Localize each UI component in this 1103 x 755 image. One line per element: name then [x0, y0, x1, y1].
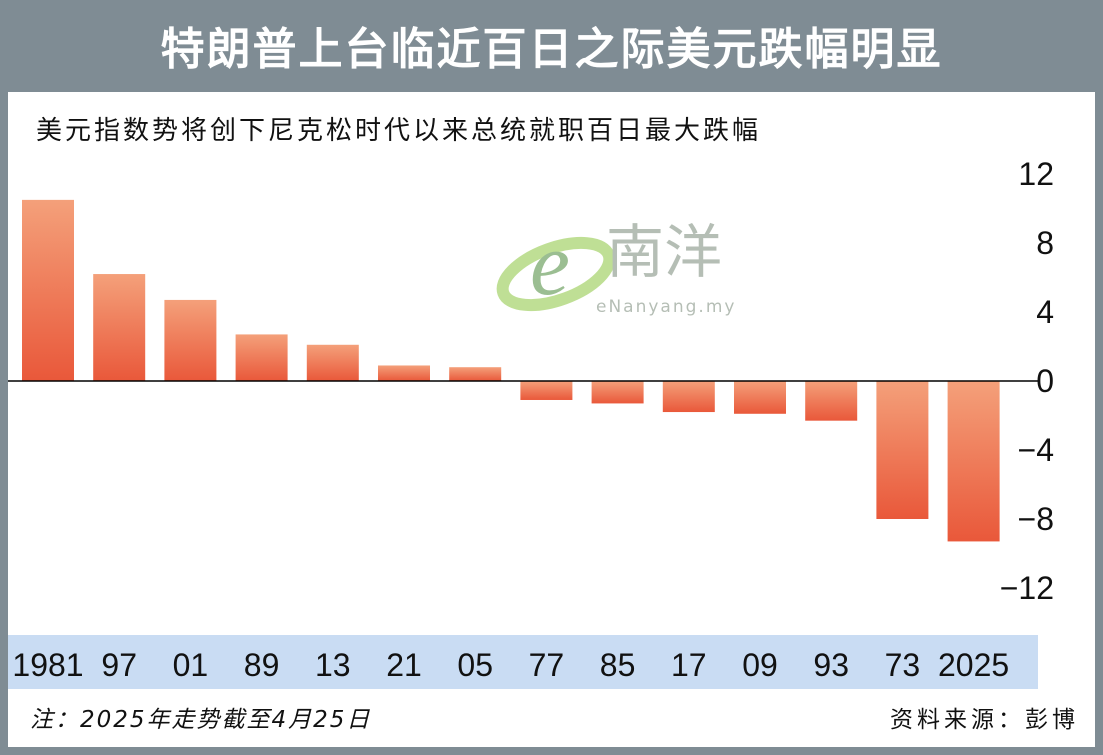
header: 特朗普上台临近百日之际美元跌幅明显: [0, 0, 1103, 90]
y-axis-ticks: 12 8 4 0 −4 −8 −12: [1000, 156, 1054, 606]
x-tick-label: 05: [457, 647, 493, 683]
bar-21: [378, 365, 430, 381]
chart-panel: 美元指数势将创下尼克松时代以来总统就职百日最大跌幅 e 南洋 eNanyang.…: [8, 92, 1095, 747]
x-tick-label: 93: [813, 647, 849, 683]
x-tick-label: 89: [244, 647, 280, 683]
bar-1981: [22, 199, 74, 381]
bar-17: [662, 381, 715, 413]
bar-73: [876, 381, 929, 519]
watermark-url: eNanyang.my: [596, 297, 736, 317]
bar-13: [306, 344, 359, 381]
x-tick-label: 01: [173, 647, 209, 683]
y-tick-label: −12: [1000, 570, 1054, 606]
svg-text:e: e: [530, 215, 570, 314]
x-tick-label: 77: [529, 647, 565, 683]
x-axis-ticks: 1981 97 01 89 13 21 05 77 85 17 09 93 73 2025: [12, 647, 1009, 683]
bar-2025: [947, 381, 1000, 542]
bar-93: [805, 381, 858, 421]
bar-05: [449, 367, 502, 381]
x-tick-label: 21: [386, 647, 422, 683]
bar-85: [591, 381, 644, 404]
x-tick-label: 1981: [12, 647, 83, 683]
watermark-logo: e 南洋 eNanyang.my: [496, 215, 736, 317]
bar-09: [734, 381, 786, 414]
x-tick-label: 97: [101, 647, 137, 683]
page-title: 特朗普上台临近百日之际美元跌幅明显: [160, 24, 943, 75]
y-tick-label: 12: [1018, 156, 1054, 192]
y-tick-label: −4: [1018, 432, 1054, 468]
bars-group: [22, 199, 1000, 542]
bar-01: [164, 299, 217, 381]
bar-77: [520, 381, 573, 400]
y-tick-label: 8: [1036, 225, 1054, 261]
y-tick-label: 4: [1036, 294, 1054, 330]
chart-subtitle: 美元指数势将创下尼克松时代以来总统就职百日最大跌幅: [36, 116, 762, 146]
source-credit: 资料来源：彭博: [890, 707, 1079, 733]
x-tick-label: 73: [885, 647, 921, 683]
x-tick-label: 13: [315, 647, 351, 683]
bar-chart: 12 8 4 0 −4 −8 −12 1981 97 01 89 13 21 05 77 85 17 09 93 7…: [8, 156, 1054, 689]
x-tick-label: 2025: [938, 647, 1009, 683]
bar-97: [93, 274, 146, 381]
watermark-logo-text: 南洋: [606, 218, 722, 286]
y-tick-label: −8: [1018, 501, 1054, 537]
x-tick-label: 09: [742, 647, 778, 683]
x-tick-label: 85: [600, 647, 636, 683]
x-axis-band: [8, 635, 1038, 689]
y-tick-label: 0: [1036, 363, 1054, 399]
footnote: 注：2025年走势截至4月25日: [30, 707, 372, 733]
x-tick-label: 17: [671, 647, 707, 683]
bar-89: [235, 334, 288, 381]
